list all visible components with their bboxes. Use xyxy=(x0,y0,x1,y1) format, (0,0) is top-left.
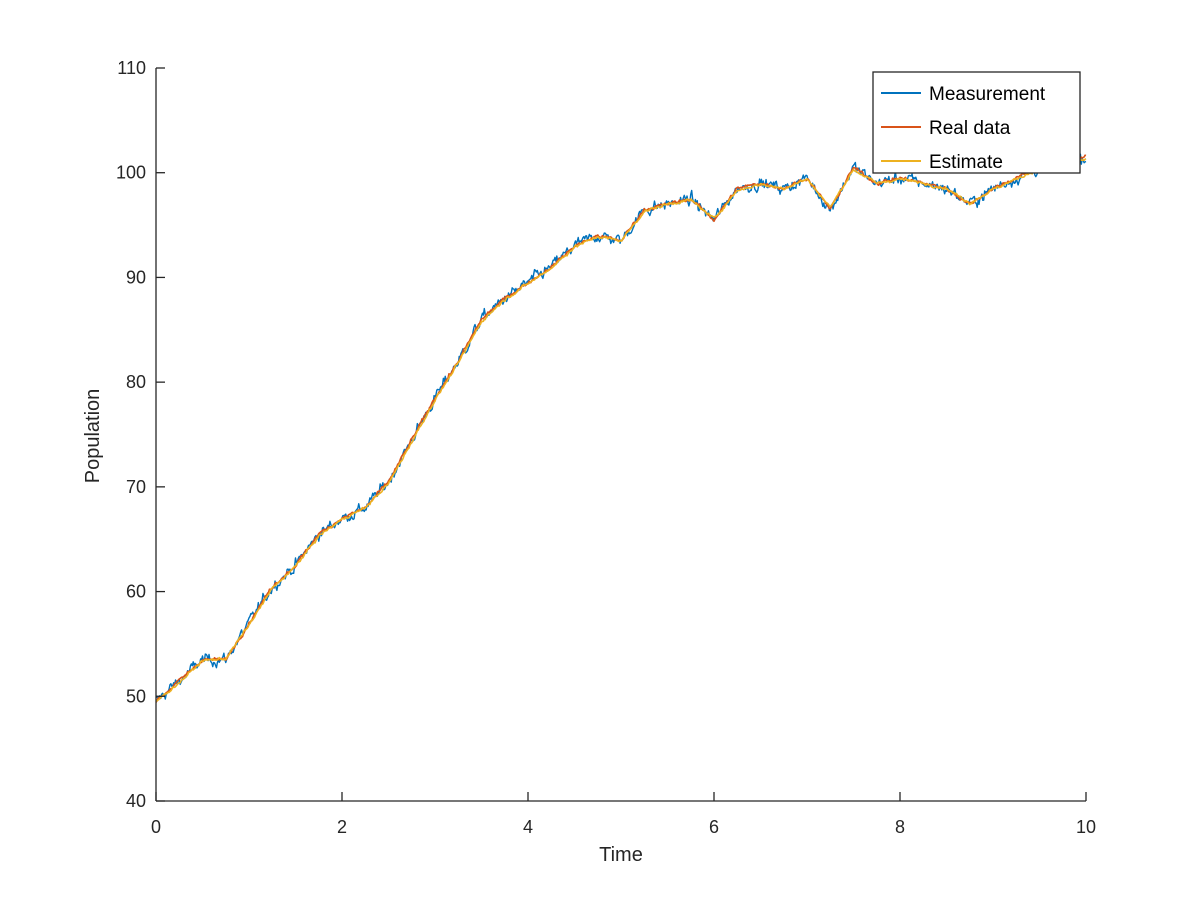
y-tick-label: 100 xyxy=(116,163,146,183)
x-tick-label: 0 xyxy=(151,817,161,837)
series-line-estimate xyxy=(155,158,1087,703)
legend: Measurement Real data Estimate xyxy=(872,71,1081,174)
y-tick-label: 60 xyxy=(126,582,146,602)
legend-label: Real data xyxy=(929,118,1011,139)
legend-label: Estimate xyxy=(929,152,1003,173)
y-tick-label: 50 xyxy=(126,686,146,706)
y-axis-label: Population xyxy=(82,389,104,484)
x-tick-label: 2 xyxy=(337,817,347,837)
y-tick-label: 40 xyxy=(126,791,146,811)
y-tick-label: 70 xyxy=(126,477,146,497)
y-tick-label: 80 xyxy=(126,372,146,392)
x-tick-label: 10 xyxy=(1076,817,1096,837)
x-tick-label: 8 xyxy=(895,817,905,837)
axes: 0 2 4 6 8 10 40 50 60 70 80 90 100 110 xyxy=(116,58,1096,837)
legend-label: Measurement xyxy=(929,84,1046,105)
x-tick-label: 6 xyxy=(709,817,719,837)
y-tick-label: 90 xyxy=(126,267,146,287)
y-tick-label: 110 xyxy=(117,58,146,78)
x-tick-label: 4 xyxy=(523,817,533,837)
legend-box xyxy=(872,71,1081,174)
x-axis-label: Time xyxy=(599,844,643,866)
plot-lines xyxy=(155,153,1087,703)
